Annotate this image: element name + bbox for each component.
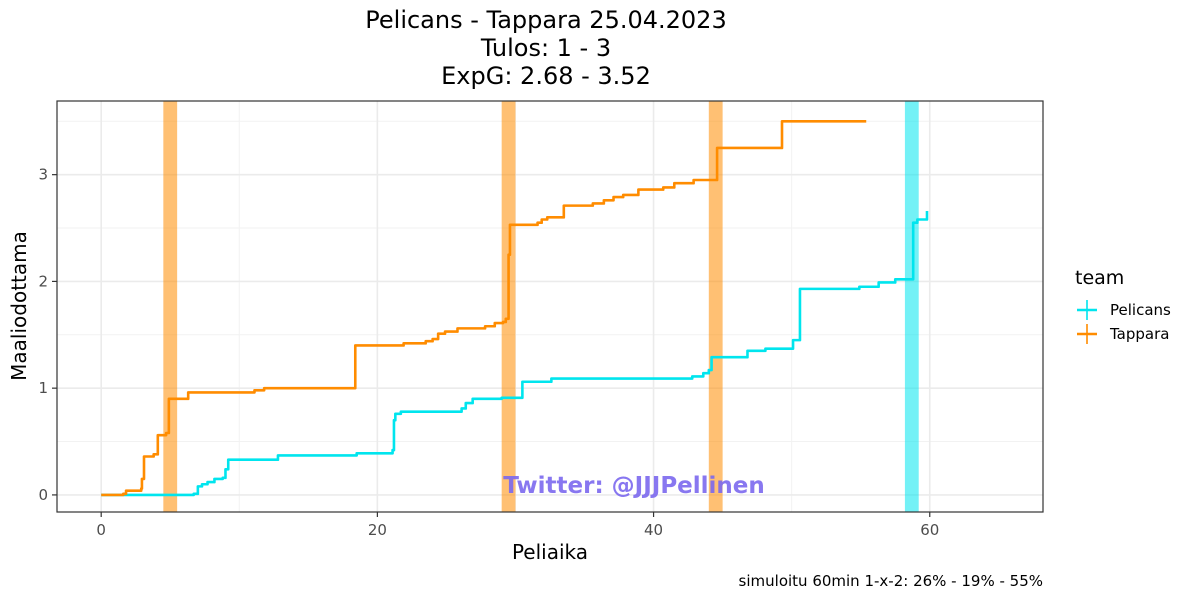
x-tick-label: 40 xyxy=(644,521,663,539)
plot-border xyxy=(56,100,1044,513)
legend-title: team xyxy=(1075,267,1124,289)
legend-items: Pelicans Tappara xyxy=(1077,300,1171,344)
series-line-pelicans xyxy=(101,210,929,497)
grid xyxy=(57,101,1043,512)
y-axis-ticks: 0 1 2 3 xyxy=(38,166,57,504)
series-line-tappara xyxy=(101,119,867,497)
y-tick-label: 3 xyxy=(38,166,48,184)
chart-title-line-1: Pelicans - Tappara 25.04.2023 xyxy=(365,6,726,34)
y-axis-label: Maaliodottama xyxy=(7,231,31,381)
x-axis-ticks: 0 20 40 60 xyxy=(96,512,939,539)
chart-title-line-2: Tulos: 1 - 3 xyxy=(480,34,611,62)
x-tick-label: 60 xyxy=(920,521,939,539)
x-tick-label: 20 xyxy=(368,521,387,539)
goal-band-pelicans xyxy=(904,101,919,512)
chart-title-line-3: ExpG: 2.68 - 3.52 xyxy=(441,62,651,90)
goal-band-tappara xyxy=(708,101,723,512)
series-lines xyxy=(101,119,929,497)
goal-band-tappara xyxy=(163,101,178,512)
goal-bands xyxy=(163,101,919,512)
x-axis-label: Peliaika xyxy=(512,540,588,564)
y-tick-label: 2 xyxy=(38,272,48,290)
legend: team Pelicans Tappara xyxy=(1075,267,1171,344)
watermark: Twitter: @JJJPellinen xyxy=(503,473,765,499)
caption: simuloitu 60min 1-x-2: 26% - 19% - 55% xyxy=(739,572,1043,590)
x-tick-label: 0 xyxy=(96,521,106,539)
legend-label-pelicans: Pelicans xyxy=(1110,301,1171,319)
legend-label-tappara: Tappara xyxy=(1109,325,1169,343)
y-tick-label: 1 xyxy=(38,379,48,397)
y-tick-label: 0 xyxy=(38,486,48,504)
